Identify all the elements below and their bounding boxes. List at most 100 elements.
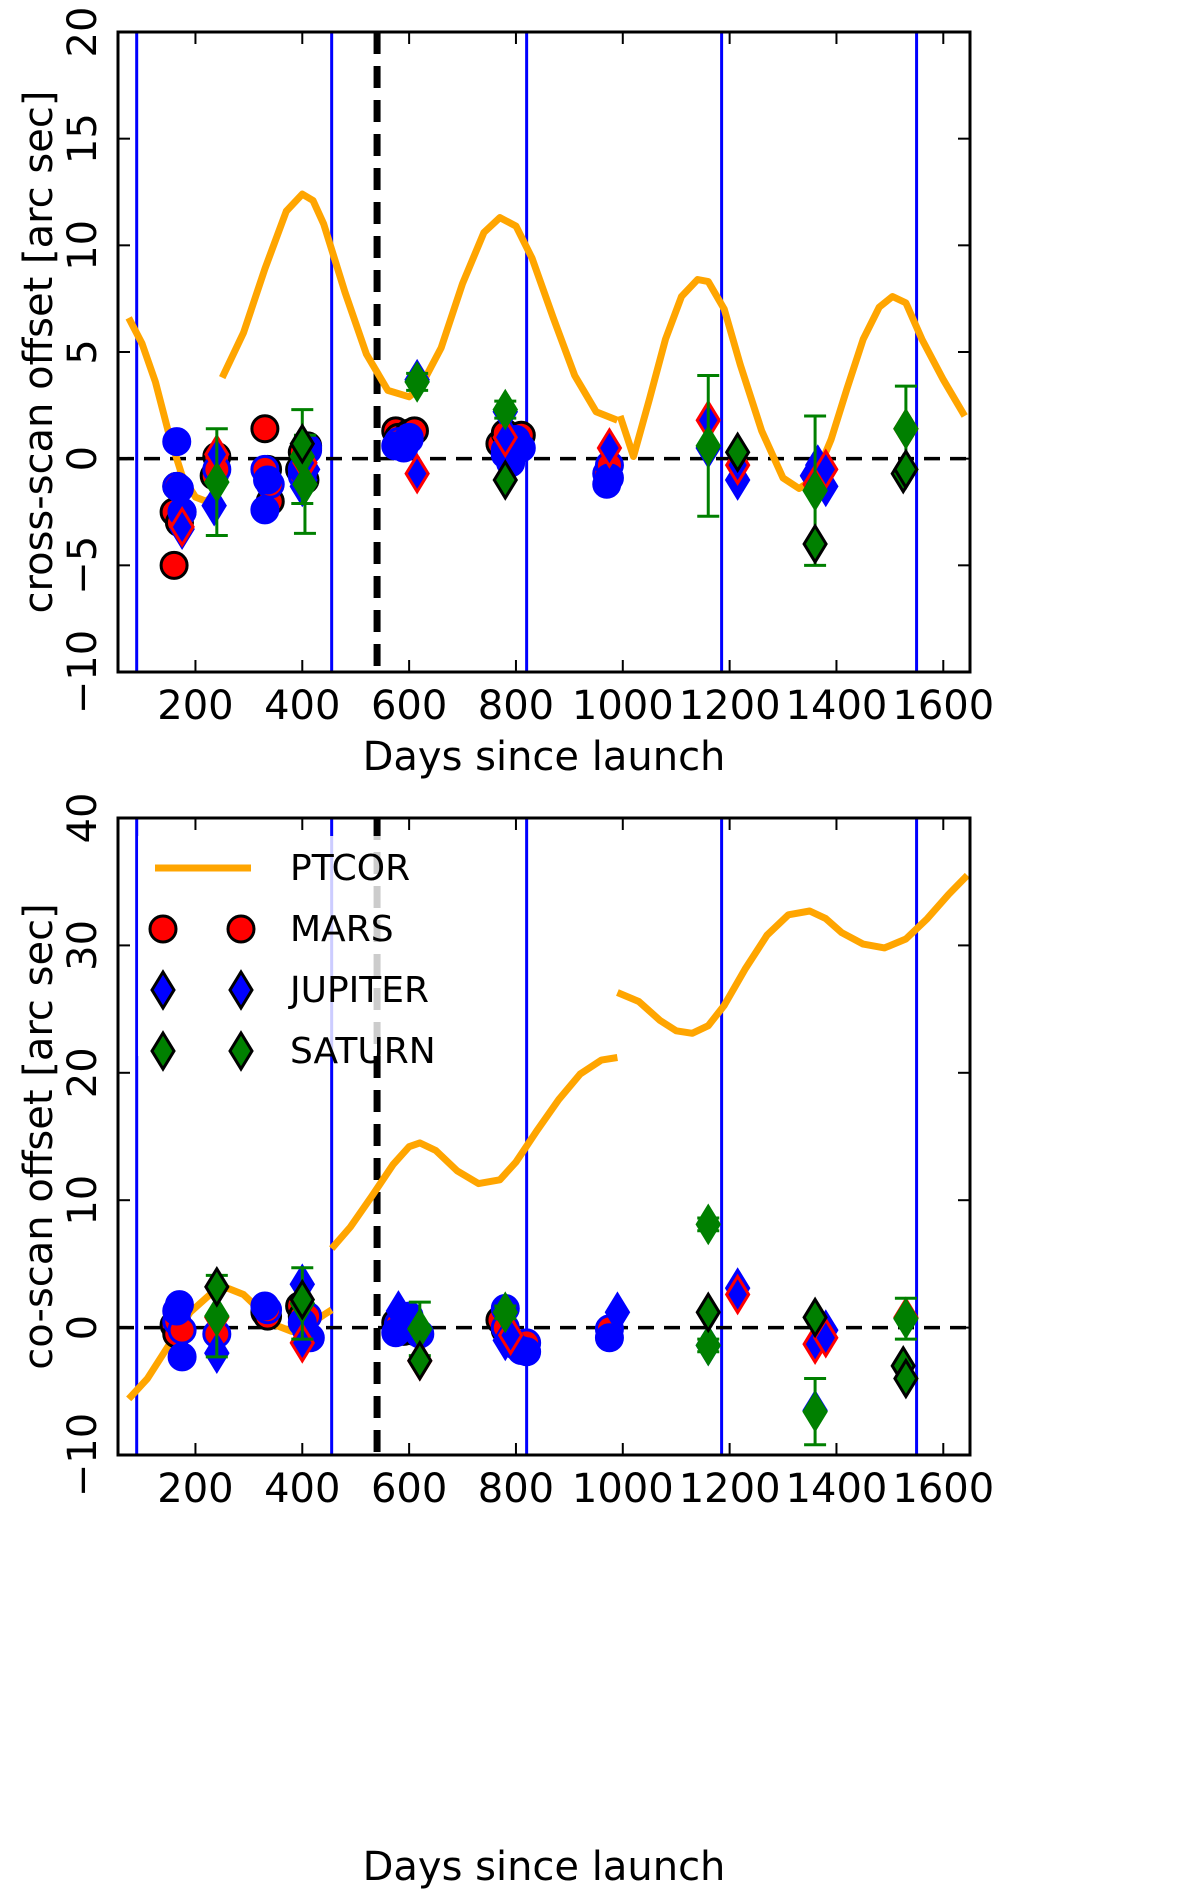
saturn-point bbox=[893, 448, 919, 491]
x-tick-label: 1000 bbox=[572, 683, 674, 729]
x-tick-label: 800 bbox=[478, 1466, 554, 1512]
y-tick-label: −5 bbox=[60, 536, 106, 595]
saturn-point bbox=[492, 1291, 519, 1334]
legend-background bbox=[138, 836, 408, 1056]
saturn-point bbox=[204, 461, 230, 504]
saturn-point bbox=[893, 1357, 919, 1400]
y-axis-label: cross-scan offset [arc sec] bbox=[16, 91, 62, 614]
y-axis-label: co-scan offset [arc sec] bbox=[16, 903, 62, 1369]
mars-point bbox=[594, 1323, 624, 1353]
ptcor-curve bbox=[616, 276, 818, 492]
x-tick-label: 400 bbox=[264, 683, 340, 729]
mars-point bbox=[167, 1342, 197, 1372]
legend-label: PTCOR bbox=[290, 848, 410, 889]
saturn-point bbox=[292, 463, 318, 506]
jupiter-point bbox=[404, 452, 430, 495]
saturn-point bbox=[802, 469, 828, 512]
mars-point bbox=[512, 1337, 542, 1367]
legend-entry-saturn: SATURN bbox=[150, 1030, 436, 1072]
saturn-point bbox=[492, 388, 519, 431]
mars-point bbox=[164, 1290, 194, 1320]
x-tick-label: 200 bbox=[157, 1466, 233, 1512]
legend-marker bbox=[150, 1030, 176, 1072]
legend: PTCOR MARS JUPITER SATURN bbox=[138, 836, 436, 1072]
legend-marker bbox=[226, 914, 256, 944]
y-tick-label: −10 bbox=[60, 630, 106, 714]
mars-point bbox=[164, 474, 194, 504]
jupiter-point bbox=[604, 1291, 631, 1334]
saturn-point bbox=[695, 424, 722, 467]
saturn-point bbox=[204, 1295, 230, 1338]
x-tick-label: 800 bbox=[478, 683, 554, 729]
x-tick-label: 1600 bbox=[892, 683, 994, 729]
mars-point bbox=[250, 495, 280, 525]
saturn-point bbox=[893, 1297, 919, 1340]
mars-point bbox=[159, 550, 189, 580]
saturn-point bbox=[724, 431, 751, 474]
ptcor-curve bbox=[811, 293, 968, 480]
x-axis-label: Days since launch bbox=[363, 1844, 726, 1890]
plot-frame bbox=[116, 816, 972, 1457]
legend-label: SATURN bbox=[290, 1031, 436, 1072]
ptcor-curve bbox=[219, 190, 422, 401]
jupiter-point bbox=[169, 506, 195, 548]
jupiter-point bbox=[492, 416, 519, 459]
y-tick-label: 40 bbox=[60, 793, 106, 844]
y-tick-label: 10 bbox=[60, 1175, 106, 1226]
y-tick-label: 20 bbox=[60, 7, 106, 58]
y-tick-label: 0 bbox=[60, 446, 106, 471]
y-tick-label: −10 bbox=[60, 1413, 106, 1497]
saturn-point bbox=[893, 407, 919, 450]
jupiter-point bbox=[596, 427, 623, 469]
mars-point bbox=[394, 424, 424, 454]
legend-entry-jupiter: JUPITER bbox=[150, 969, 429, 1011]
saturn-point bbox=[204, 1265, 230, 1308]
ptcor-curve bbox=[329, 1054, 618, 1251]
x-axis-label: Days since launch bbox=[363, 734, 726, 780]
x-tick-label: 1400 bbox=[786, 1466, 888, 1512]
jupiter-point bbox=[289, 1322, 316, 1364]
ptcor-curve bbox=[616, 872, 970, 1037]
jupiter-point bbox=[724, 1273, 751, 1316]
x-tick-label: 1000 bbox=[572, 1466, 674, 1512]
mars-point bbox=[253, 465, 283, 495]
saturn-point bbox=[407, 1339, 433, 1382]
x-tick-label: 1600 bbox=[892, 1466, 994, 1512]
x-tick-label: 600 bbox=[371, 1466, 447, 1512]
saturn-point bbox=[289, 422, 316, 465]
y-tick-label: 20 bbox=[60, 1047, 106, 1098]
legend-entry-mars: MARS bbox=[148, 909, 394, 950]
x-tick-label: 200 bbox=[157, 683, 233, 729]
y-tick-label: 30 bbox=[60, 920, 106, 971]
y-tick-label: 15 bbox=[60, 113, 106, 164]
x-tick-label: 1400 bbox=[786, 683, 888, 729]
legend-marker bbox=[228, 1030, 254, 1072]
saturn-point bbox=[492, 459, 519, 501]
x-tick-label: 1200 bbox=[679, 1466, 781, 1512]
mars-point bbox=[250, 414, 280, 444]
x-tick-label: 1200 bbox=[679, 683, 781, 729]
saturn-point bbox=[404, 360, 430, 403]
saturn-point bbox=[695, 1324, 722, 1367]
cross-scan-panel: 200 400 600 800 1000 1200 1400 1600 −10 −5 0 5 10 15 2… bbox=[16, 7, 994, 780]
y-tick-label: 5 bbox=[60, 339, 106, 364]
y-tick-label: 10 bbox=[60, 220, 106, 271]
saturn-point bbox=[802, 1390, 828, 1433]
saturn-point bbox=[289, 1278, 316, 1321]
saturn-point bbox=[695, 1203, 722, 1246]
mars-point bbox=[250, 1291, 280, 1321]
legend-entry-ptcor: PTCOR bbox=[155, 848, 410, 889]
saturn-point bbox=[802, 1296, 828, 1339]
mars-point bbox=[162, 427, 192, 457]
jupiter-point bbox=[385, 1290, 412, 1332]
y-tick-label: 0 bbox=[60, 1315, 106, 1340]
saturn-point bbox=[695, 1291, 722, 1334]
legend-marker bbox=[228, 969, 254, 1011]
legend-marker bbox=[148, 914, 178, 944]
x-tick-label: 400 bbox=[264, 1466, 340, 1512]
legend-label: JUPITER bbox=[288, 970, 429, 1011]
ptcor-curve bbox=[416, 214, 619, 424]
x-tick-label: 600 bbox=[371, 683, 447, 729]
